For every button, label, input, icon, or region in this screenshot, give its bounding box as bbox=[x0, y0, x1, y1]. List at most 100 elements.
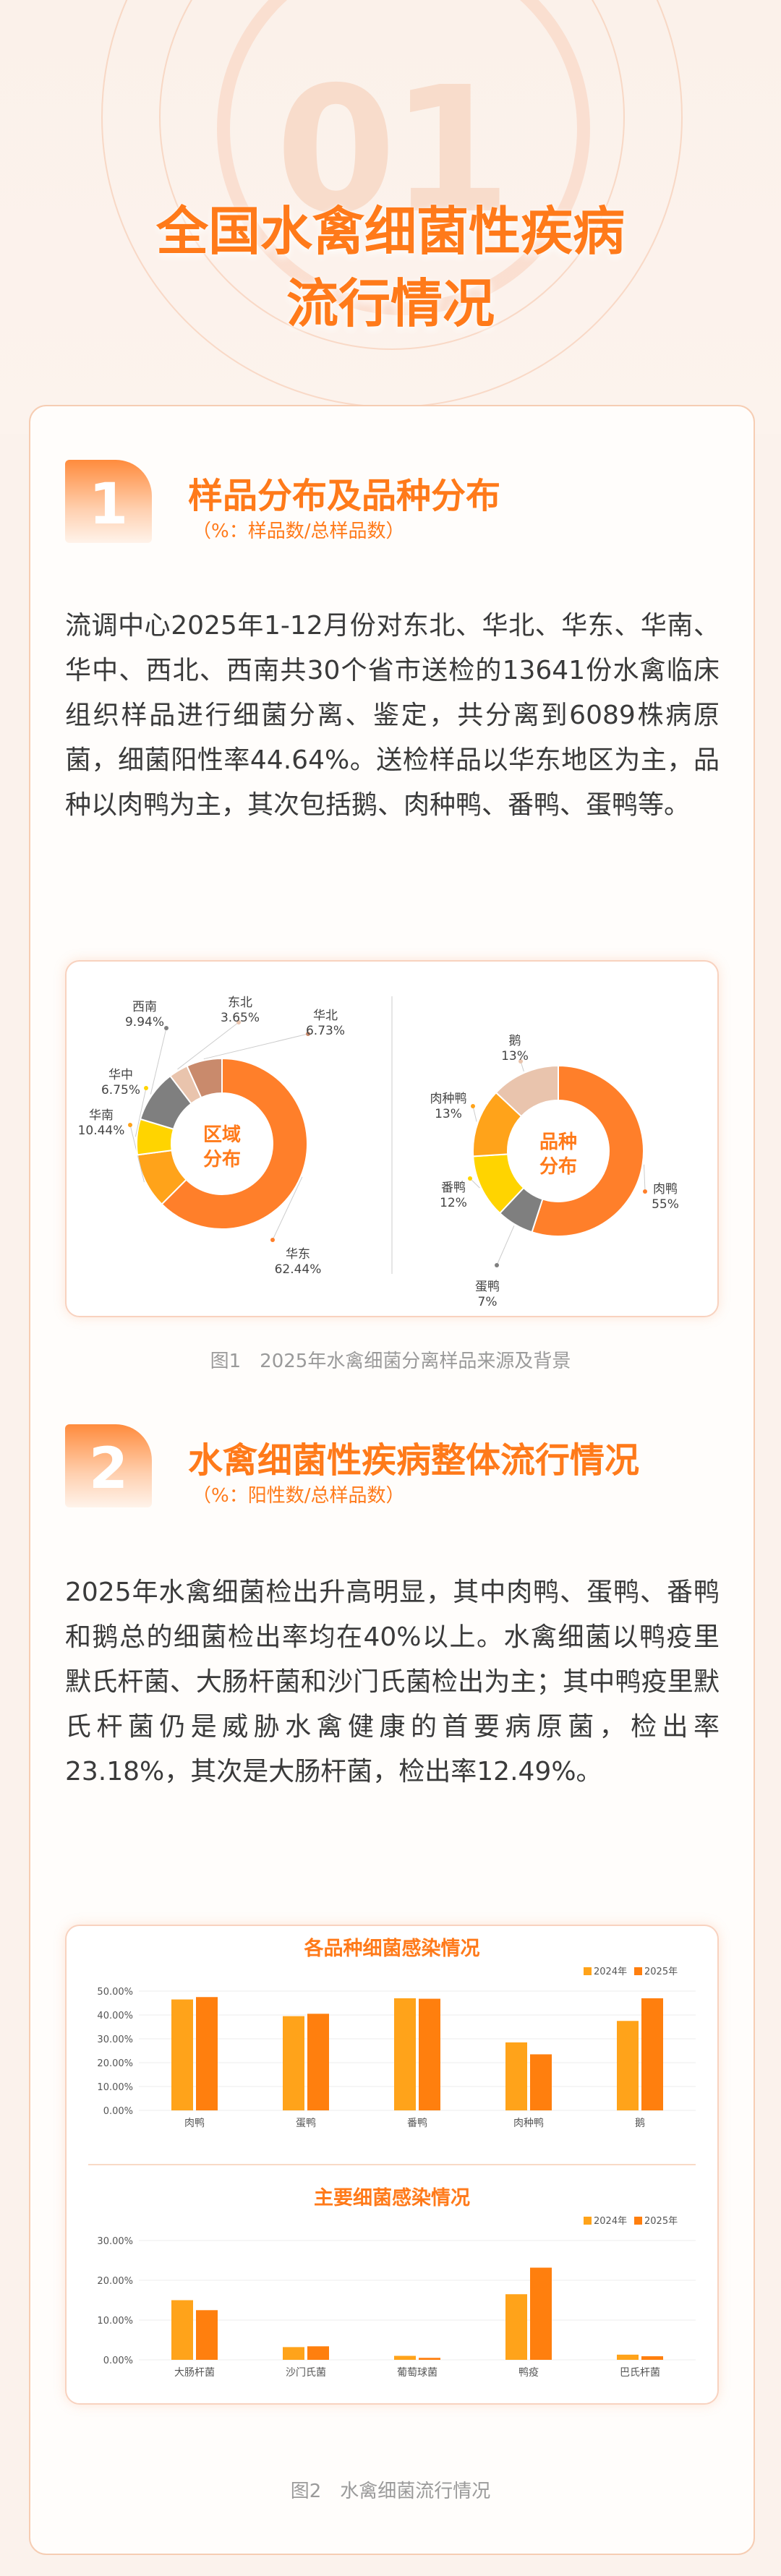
breed-donut-leader-0 bbox=[644, 1164, 646, 1192]
breed-bar-ytick-2: 20.00% bbox=[97, 2058, 133, 2069]
breed-bar-xtick-0: 肉鸭 bbox=[184, 2118, 205, 2129]
breed-donut-label-name-0: 肉鸭 bbox=[653, 1182, 678, 1197]
bacteria-bar-xtick-3: 鸭疫 bbox=[518, 2367, 539, 2379]
breed-bar-ytick-1: 10.00% bbox=[97, 2082, 133, 2093]
region-donut-leader-4 bbox=[177, 1022, 239, 1070]
breed-donut-leader-1 bbox=[496, 1225, 515, 1266]
region-donut-label-name-2: 华中 bbox=[108, 1068, 133, 1082]
page-title-line1: 全国水禽细菌性疾病 bbox=[155, 201, 625, 262]
region-donut-label-name-0: 华东 bbox=[286, 1247, 310, 1262]
breed-donut-label-pct-3: 13% bbox=[435, 1107, 462, 1121]
breed-donut-leader-2 bbox=[469, 1178, 480, 1189]
bacteria-bar-legend-label-1: 2025年 bbox=[644, 2216, 678, 2227]
page-title-line2: 流行情况 bbox=[286, 273, 495, 334]
region-donut-leader-0 bbox=[272, 1176, 303, 1241]
bacteria-bar-bar-2-1 bbox=[419, 2358, 440, 2360]
breed-bar-bar-2-1 bbox=[419, 1998, 440, 2110]
section1-badge: 1 bbox=[65, 460, 152, 543]
page-title: 全国水禽细菌性疾病 流行情况 bbox=[0, 195, 781, 340]
figure1-caption: 图1 2025年水禽细菌分离样品来源及背景 bbox=[210, 1351, 571, 1372]
bacteria-bar-legend-swatch-1 bbox=[634, 2217, 642, 2225]
bacteria-bar-bar-1-0 bbox=[283, 2347, 304, 2360]
breed-donut-slice-0 bbox=[531, 1064, 644, 1237]
breed-donut-label-pct-4: 13% bbox=[501, 1049, 529, 1064]
breed-bar-bar-3-1 bbox=[530, 2054, 552, 2110]
breed-donut-label-name-3: 肉种鸭 bbox=[430, 1092, 467, 1106]
bacteria-bar-bar-3-1 bbox=[530, 2267, 552, 2360]
breed-bar-bar-1-1 bbox=[307, 2014, 329, 2110]
bacteria-bar-legend-swatch-0 bbox=[584, 2217, 592, 2225]
breed-donut-center-label-2: 分布 bbox=[539, 1156, 577, 1178]
region-donut-leader-dot-4 bbox=[236, 1020, 241, 1024]
breed-donut-leader-3 bbox=[472, 1105, 477, 1122]
region-donut-label-pct-0: 62.44% bbox=[275, 1262, 322, 1277]
breed-bar-bar-2-0 bbox=[394, 1998, 416, 2110]
breed-donut-center-label-1: 品种 bbox=[539, 1131, 577, 1153]
bacteria-bar-bar-4-1 bbox=[641, 2356, 663, 2360]
region-donut-label-name-5: 华北 bbox=[313, 1009, 338, 1023]
section2-title: 水禽细菌性疾病整体流行情况 bbox=[188, 1440, 640, 1481]
region-donut-slice-5 bbox=[186, 1057, 223, 1099]
region-donut-label-pct-3: 9.94% bbox=[125, 1015, 164, 1030]
bacteria-bar-xtick-1: 沙门氏菌 bbox=[286, 2367, 326, 2379]
breed-bar-xtick-1: 蛋鸭 bbox=[296, 2118, 316, 2129]
bacteria-bar-xtick-4: 巴氏杆菌 bbox=[620, 2367, 660, 2379]
figure2-panel: 各品种细菌感染情况 2024年 2025年 0.00% 10.00% 20.00% 30.0… bbox=[65, 1925, 719, 2405]
bacteria-bar-ytick-2: 20.00% bbox=[97, 2276, 133, 2287]
region-donut-leader-5 bbox=[203, 1033, 309, 1060]
section-number: 01 bbox=[276, 49, 511, 252]
breed-bar-xtick-3: 肉种鸭 bbox=[513, 2118, 544, 2129]
breed-donut-leader-dot-0 bbox=[643, 1189, 647, 1194]
breed-donut-leader-dot-2 bbox=[468, 1176, 472, 1181]
breed-bar-title: 各品种细菌感染情况 bbox=[304, 1937, 480, 1960]
breed-bar-legend-swatch-1 bbox=[634, 1967, 642, 1975]
region-donut-leader-dot-0 bbox=[270, 1238, 275, 1242]
bacteria-bar-ytick-3: 30.00% bbox=[97, 2236, 133, 2247]
breed-donut-label-name-2: 番鸭 bbox=[441, 1181, 466, 1195]
bacteria-bar-ytick-1: 10.00% bbox=[97, 2316, 133, 2327]
section1-title: 样品分布及品种分布 bbox=[188, 476, 501, 516]
region-donut-leader-dot-1 bbox=[128, 1123, 132, 1127]
breed-donut-leader-dot-3 bbox=[471, 1104, 475, 1108]
section2-header: 2 水禽细菌性疾病整体流行情况 （%：阳性数/总样品数） bbox=[65, 1424, 716, 1511]
hero-banner: 01 全国水禽细菌性疾病 流行情况 bbox=[0, 0, 781, 434]
region-donut-label-name-3: 西南 bbox=[132, 1000, 157, 1014]
breed-donut-label-pct-1: 7% bbox=[478, 1295, 498, 1309]
region-donut-label-name-4: 东北 bbox=[228, 996, 252, 1010]
region-donut-leader-3 bbox=[150, 1027, 167, 1095]
figure2-chart: 各品种细菌感染情况 2024年 2025年 0.00% 10.00% 20.00% 30.0… bbox=[88, 1937, 696, 2379]
section1-header: 1 样品分布及品种分布 （%：样品数/总样品数） bbox=[65, 460, 716, 547]
region-donut-slice-0 bbox=[161, 1057, 308, 1230]
breed-bar-legend-label-1: 2025年 bbox=[644, 1967, 678, 1977]
breed-bar-bar-0-1 bbox=[196, 1997, 218, 2110]
region-donut-label-pct-1: 10.44% bbox=[78, 1124, 125, 1138]
bacteria-bar-ytick-0: 0.00% bbox=[103, 2355, 133, 2366]
breed-bar-ytick-0: 0.00% bbox=[103, 2106, 133, 2117]
breed-donut-slice-4 bbox=[495, 1064, 559, 1118]
breed-donut-leader-dot-1 bbox=[495, 1263, 499, 1267]
breed-donut-label-pct-0: 55% bbox=[652, 1197, 679, 1212]
bacteria-bar-legend-label-0: 2024年 bbox=[594, 2216, 627, 2227]
bacteria-bar-xtick-2: 葡萄球菌 bbox=[397, 2367, 438, 2379]
breed-donut-label-name-4: 鹅 bbox=[509, 1034, 521, 1048]
breed-bar-ytick-4: 40.00% bbox=[97, 2011, 133, 2021]
bacteria-bar-bar-1-1 bbox=[307, 2346, 329, 2360]
bacteria-bar-bar-4-0 bbox=[617, 2354, 639, 2360]
breed-bar-bar-1-0 bbox=[283, 2016, 304, 2110]
region-donut-leader-2 bbox=[135, 1087, 147, 1137]
bacteria-bar-bar-0-1 bbox=[196, 2310, 218, 2360]
breed-bar-bar-4-0 bbox=[617, 2021, 639, 2110]
region-donut-label-pct-2: 6.75% bbox=[101, 1083, 140, 1097]
figure2-caption: 图2 水禽细菌流行情况 bbox=[290, 2481, 491, 2502]
figure1-panel: 华东 62.44% 华南 10.44% 华中 6.75% 西南 9.94% 东北 3.65% 华北 6… bbox=[65, 960, 719, 1317]
breed-bar-bar-4-1 bbox=[641, 1998, 663, 2110]
bacteria-bar-title: 主要细菌感染情况 bbox=[314, 2186, 470, 2209]
section1-subtitle: （%：样品数/总样品数） bbox=[192, 521, 405, 542]
breed-bar-legend-label-0: 2024年 bbox=[594, 1967, 627, 1977]
section1-paragraph: 流调中心2025年1-12月份对东北、华北、华东、华南、华中、西北、西南共30个… bbox=[65, 611, 720, 820]
breed-bar-bar-0-0 bbox=[171, 1999, 193, 2110]
breed-bar-ytick-3: 30.00% bbox=[97, 2034, 133, 2045]
region-donut-leader-dot-3 bbox=[164, 1026, 168, 1030]
breed-bar-xtick-2: 番鸭 bbox=[407, 2118, 427, 2129]
